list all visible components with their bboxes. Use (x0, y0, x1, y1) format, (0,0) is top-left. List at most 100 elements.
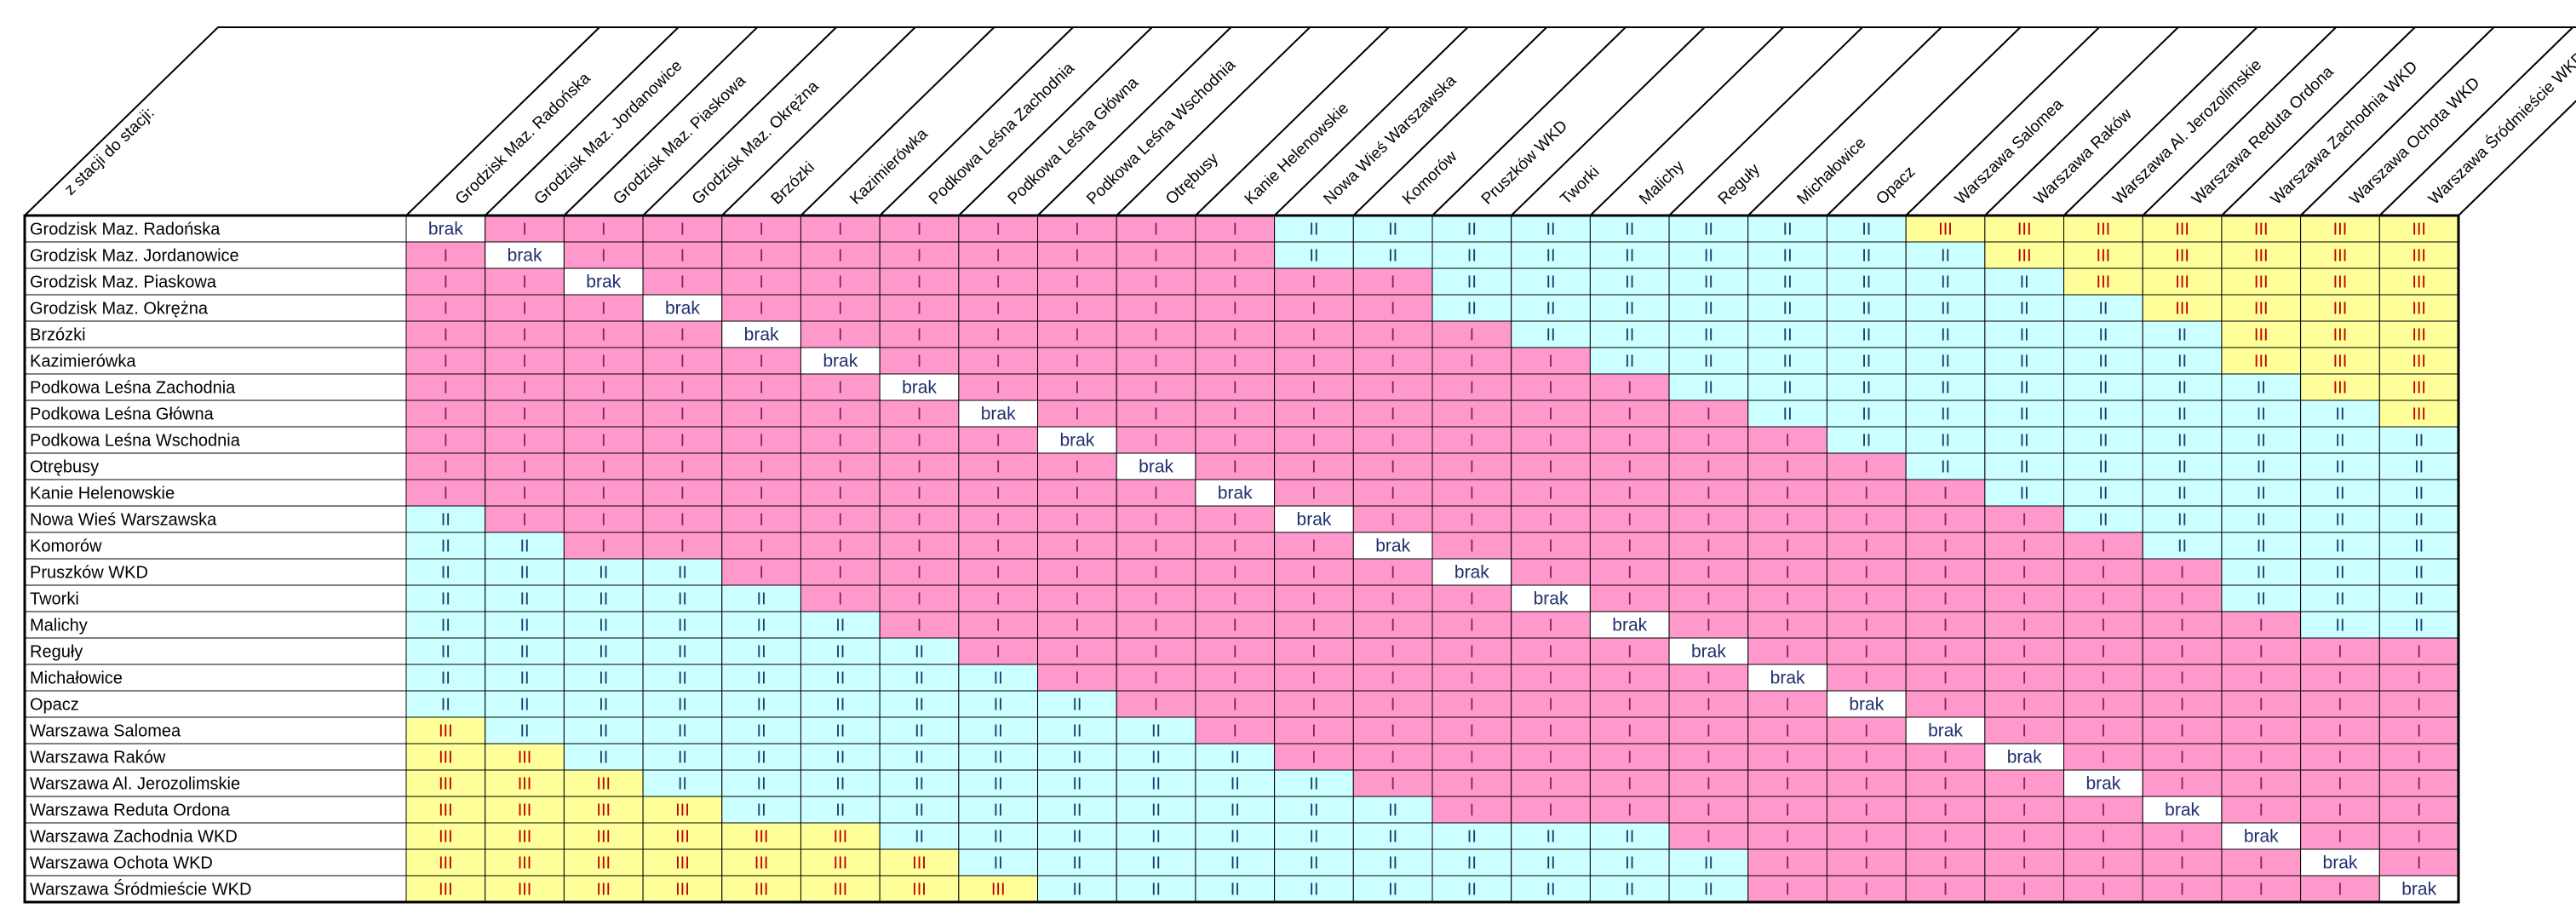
zone-cell-label: II (1072, 696, 1081, 715)
zone-cell-label: II (1862, 273, 1871, 292)
zone-cell-label: I (759, 379, 764, 398)
zone-cell-label: I (1627, 432, 1632, 451)
zone-cell-label: II (1151, 749, 1161, 767)
zone-cell-label: I (1548, 643, 1553, 662)
zone-cell-label: II (1625, 353, 1634, 371)
zone-cell-label: II (1546, 273, 1555, 292)
zone-cell (1431, 769, 1512, 797)
zone-cell (1274, 400, 1354, 428)
zone-cell-label: I (1864, 590, 1869, 609)
zone-cell-label: I (1075, 617, 1080, 635)
column-header: Podkowa Leśna Główna (1005, 73, 1143, 208)
zone-cell-label: I (1785, 696, 1790, 715)
zone-cell (2063, 479, 2143, 507)
zone-cell (2378, 690, 2459, 718)
zone-cell-label: I (2258, 854, 2263, 873)
zone-cell (1116, 690, 1196, 718)
zone-cell (1984, 664, 2065, 692)
zone-cell-label: I (680, 485, 686, 503)
zone-cell-label: I (1154, 326, 1159, 345)
zone-cell-label: I (1075, 353, 1080, 371)
zone-cell-label: I (1707, 775, 1712, 794)
zone-cell-label: II (2020, 485, 2029, 503)
zone-cell-label: I (601, 511, 606, 530)
zone-cell-label: III (2333, 353, 2348, 371)
zone-cell (1826, 426, 1907, 454)
zone-cell-label: II (678, 590, 687, 609)
zone-cell (1826, 558, 1907, 586)
zone-cell-label: III (518, 854, 532, 873)
zone-cell-label: III (596, 775, 611, 794)
zone-cell-label: brak (1770, 669, 1805, 688)
zone-cell (1589, 716, 1670, 744)
zone-cell (1589, 505, 1670, 533)
column-header: Grodzisk Maz. Okrężna (689, 78, 823, 209)
zone-cell-label: II (2020, 432, 2029, 451)
zone-cell-label: I (1627, 485, 1632, 503)
zone-cell-label: I (2180, 670, 2185, 688)
zone-cell (1431, 267, 1512, 296)
zone-cell (1589, 241, 1670, 269)
zone-cell-label: II (1231, 775, 1240, 794)
zone-cell-label: I (2180, 643, 2185, 662)
zone-cell-label: I (2180, 617, 2185, 635)
zone-cell (2142, 716, 2223, 744)
zone-cell-label: II (1072, 881, 1081, 900)
zone-cell-label: I (1785, 802, 1790, 820)
zone-cell (563, 558, 644, 586)
zone-cell-label: I (2417, 696, 2422, 715)
zone-cell-label: I (2258, 696, 2263, 715)
zone-cell (2142, 690, 2223, 718)
zone-cell (800, 400, 881, 428)
zone-cell (405, 479, 486, 507)
zone-cell (1116, 373, 1196, 401)
zone-cell (485, 743, 565, 771)
zone-cell-label: I (1707, 828, 1712, 847)
zone-cell (1195, 426, 1276, 454)
zone-cell-label: III (2254, 353, 2269, 371)
zone-cell-label: I (522, 300, 527, 319)
zone-cell-label: brak (1928, 721, 1963, 741)
zone-cell-label: II (835, 670, 845, 688)
zone-cell-label: I (1548, 405, 1553, 424)
zone-cell-label: I (1470, 775, 1475, 794)
zone-cell-label: I (522, 458, 527, 477)
zone-cell (1195, 637, 1276, 665)
row-label: Podkowa Leśna Główna (30, 405, 215, 424)
zone-cell-label: II (1309, 247, 1318, 266)
row-label: Warszawa Zachodnia WKD (30, 828, 238, 847)
zone-cell-label: III (2333, 247, 2348, 266)
zone-cell (1352, 452, 1433, 480)
zone-cell-label: III (2412, 353, 2426, 371)
zone-cell-label: I (1391, 590, 1396, 609)
zone-cell-label: I (2101, 590, 2106, 609)
zone-cell (2300, 241, 2380, 269)
zone-cell (405, 637, 486, 665)
zone-cell (1589, 267, 1670, 296)
zone-cell-label: II (2335, 590, 2344, 609)
zone-cell (563, 743, 644, 771)
zone-cell (2300, 320, 2380, 348)
zone-cell-label: I (759, 485, 764, 503)
zone-cell-label: I (444, 273, 449, 292)
zone-cell-label: I (2022, 670, 2027, 688)
zone-cell-label: III (2412, 300, 2426, 319)
zone-cell (1984, 347, 2065, 375)
zone-cell (2063, 611, 2143, 639)
zone-cell-label: III (675, 881, 690, 900)
zone-cell-label: I (1232, 300, 1237, 319)
zone-cell (800, 637, 881, 665)
zone-cell (1274, 373, 1354, 401)
zone-cell-label: I (1391, 511, 1396, 530)
zone-cell-label: I (1232, 221, 1237, 239)
zone-cell-label: II (1467, 300, 1477, 319)
zone-cell-label: II (2257, 590, 2266, 609)
column-header: Warszawa Ochota WKD (2346, 74, 2483, 208)
zone-cell-label: I (1232, 643, 1237, 662)
zone-cell-label: I (1232, 537, 1237, 556)
row-label: Otrębusy (30, 458, 99, 477)
zone-cell (2063, 241, 2143, 269)
zone-cell (405, 452, 486, 480)
zone-cell-label: I (995, 247, 1001, 266)
zone-cell (1589, 320, 1670, 348)
